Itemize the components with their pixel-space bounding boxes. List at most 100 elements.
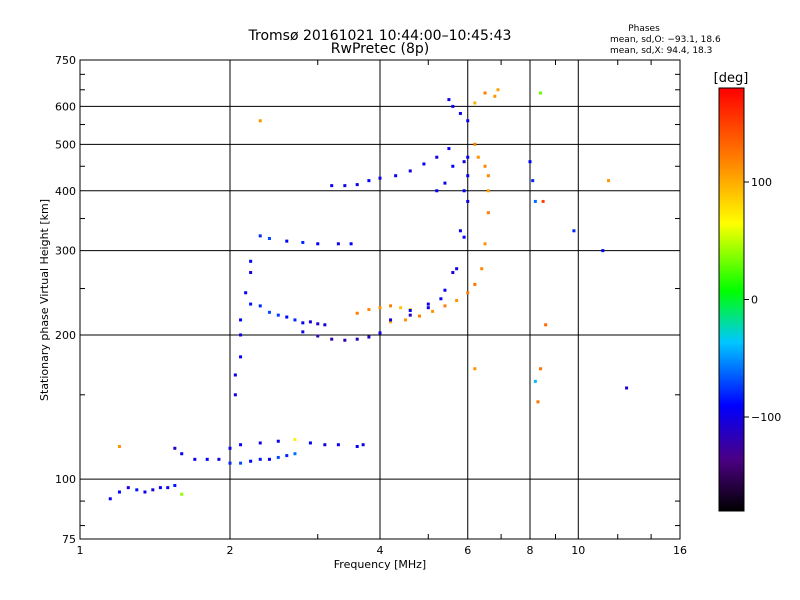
data-point — [473, 101, 477, 105]
data-point — [135, 488, 139, 492]
data-point — [455, 299, 459, 303]
data-point — [301, 330, 305, 334]
data-point — [533, 379, 537, 383]
data-point — [285, 239, 289, 243]
data-point — [316, 334, 320, 338]
data-point — [528, 160, 532, 164]
data-point — [180, 452, 184, 456]
data-point — [466, 119, 470, 123]
data-point — [625, 386, 629, 390]
data-point — [244, 291, 248, 295]
data-point — [355, 337, 359, 341]
data-point — [239, 355, 243, 359]
data-point — [267, 457, 271, 461]
data-point — [462, 189, 466, 193]
x-tick-label: 2 — [227, 544, 234, 557]
x-tick-label: 1 — [77, 544, 84, 557]
data-point — [496, 88, 500, 92]
y-tick-label: 100 — [55, 473, 76, 486]
data-point — [403, 318, 407, 322]
data-point — [180, 492, 184, 496]
data-point — [336, 443, 340, 447]
data-point — [293, 318, 297, 322]
data-point — [343, 338, 347, 342]
data-point — [473, 367, 477, 371]
data-point — [462, 160, 466, 164]
data-point — [367, 308, 371, 312]
x-tick-label: 16 — [673, 544, 687, 557]
data-point — [355, 183, 359, 187]
data-point — [151, 488, 155, 492]
x-tick-label: 8 — [527, 544, 534, 557]
stats-line-o: mean, sd,O: −93.1, 18.6 — [610, 35, 721, 45]
data-point — [267, 310, 271, 314]
data-point — [361, 443, 365, 447]
data-point — [143, 490, 147, 494]
data-point — [426, 302, 430, 306]
data-point — [462, 235, 466, 239]
data-point — [399, 306, 403, 310]
colorbar-tick-label: 100 — [751, 176, 772, 189]
data-point — [308, 441, 312, 445]
y-tick-label: 600 — [55, 100, 76, 113]
data-point — [239, 461, 243, 465]
data-point — [389, 320, 393, 324]
data-point — [493, 94, 497, 98]
data-point — [249, 459, 253, 463]
data-point — [486, 211, 490, 215]
data-point — [426, 306, 430, 310]
data-point — [316, 322, 320, 326]
data-point — [486, 189, 490, 193]
x-axis: 1 2 4 6 8 10 16 — [77, 60, 687, 557]
data-point — [443, 288, 447, 292]
stats-heading: Phases — [628, 24, 660, 34]
data-point — [249, 259, 253, 263]
data-point — [447, 147, 451, 151]
data-point — [258, 234, 262, 238]
data-point — [258, 457, 262, 461]
data-point — [572, 229, 576, 233]
data-point — [367, 179, 371, 183]
y-axis: 75 100 200 300 400 500 600 750 — [55, 54, 680, 546]
data-point — [355, 444, 359, 448]
data-point — [308, 320, 312, 324]
data-point — [193, 457, 197, 461]
chart-title: Tromsø 20161021 10:44:00–10:45:43 — [248, 28, 512, 44]
data-point — [258, 441, 262, 445]
data-point — [126, 486, 130, 490]
data-point — [228, 446, 232, 450]
data-point — [166, 486, 170, 490]
colorbar — [718, 87, 745, 512]
data-point — [249, 302, 253, 306]
data-point — [117, 490, 121, 494]
data-point — [378, 331, 382, 335]
data-point — [601, 249, 605, 253]
data-point — [301, 321, 305, 325]
data-point — [531, 179, 535, 183]
data-point — [466, 199, 470, 203]
x-tick-label: 4 — [377, 544, 384, 557]
data-point — [378, 176, 382, 180]
data-point — [355, 311, 359, 315]
data-point — [451, 104, 455, 108]
data-point — [483, 91, 487, 95]
colorbar-label: [deg] — [714, 71, 749, 86]
data-point — [349, 242, 353, 246]
data-point — [233, 393, 237, 397]
data-point — [451, 164, 455, 168]
data-point — [249, 271, 253, 275]
data-point — [533, 199, 537, 203]
data-point — [473, 282, 477, 286]
data-point — [607, 179, 611, 183]
data-point — [408, 313, 412, 317]
data-point — [486, 174, 490, 178]
grid-lines — [80, 60, 680, 539]
colorbar-ticks: 100 0 −100 — [744, 176, 781, 424]
y-tick-label: 200 — [55, 329, 76, 342]
data-point — [217, 457, 221, 461]
data-point — [447, 98, 451, 102]
x-tick-label: 10 — [571, 544, 585, 557]
data-point — [466, 155, 470, 159]
data-point — [239, 318, 243, 322]
